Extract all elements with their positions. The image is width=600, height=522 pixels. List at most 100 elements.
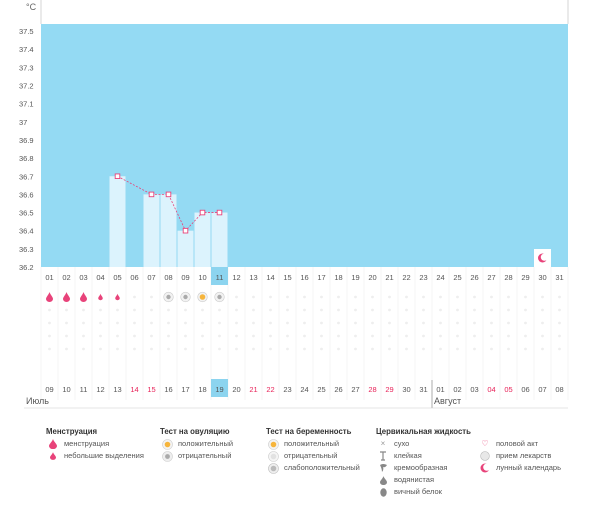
y-tick-label: 37.5 (19, 27, 34, 36)
empty-cell-dot (507, 334, 510, 338)
pill-icon (478, 451, 492, 461)
calendar-date-label: 18 (198, 385, 206, 394)
empty-cell-dot (218, 347, 221, 351)
calendar-date-label: 06 (521, 385, 529, 394)
cycle-day-label: 21 (385, 273, 393, 282)
legend-other: ♡ половой акт прием лекарств лунный кале… (478, 438, 561, 474)
empty-cell-dot (286, 308, 289, 312)
legend: Менструация менструация небольшие выделе… (0, 426, 600, 516)
empty-cell-dot (133, 347, 136, 351)
empty-cell-dot (167, 321, 170, 325)
empty-cell-dot (133, 295, 136, 299)
empty-cell-dot (439, 321, 442, 325)
legend-label: слабоположительный (284, 463, 360, 472)
legend-item-menstruation: менструация (46, 438, 144, 450)
calendar-date-label: 27 (351, 385, 359, 394)
cycle-day-label: 10 (198, 273, 206, 282)
empty-cell-dot (439, 295, 442, 299)
legend-title-menstruation: Менструация (46, 427, 98, 436)
unit-label: °C (26, 2, 37, 12)
empty-cell-dot (48, 308, 51, 312)
cycle-day-label: 07 (147, 273, 155, 282)
empty-cell-dot (303, 295, 306, 299)
empty-cell-dot (133, 308, 136, 312)
moon-icon (478, 463, 492, 473)
empty-cell-dot (473, 334, 476, 338)
y-tick-label: 37.2 (19, 82, 34, 91)
cycle-day-label: 31 (555, 273, 563, 282)
empty-cell-dot (490, 347, 493, 351)
temperature-bar (211, 212, 228, 267)
cycle-day-label: 12 (232, 273, 240, 282)
cross-icon: × (380, 439, 386, 448)
calendar-date-label: 07 (538, 385, 546, 394)
empty-cell-dot (150, 308, 153, 312)
empty-cell-dot (354, 308, 357, 312)
calendar-date-label: 23 (283, 385, 291, 394)
y-tick-label: 36.9 (19, 136, 34, 145)
empty-cell-dot (405, 334, 408, 338)
cycle-day-label: 09 (181, 273, 189, 282)
menstruation-drop-icon (46, 292, 53, 302)
empty-cell-dot (82, 308, 85, 312)
empty-cell-dot (371, 308, 374, 312)
empty-cell-dot (524, 347, 527, 351)
calendar-date-label: 19 (215, 385, 223, 394)
calendar-date-label: 05 (504, 385, 512, 394)
empty-cell-dot (473, 321, 476, 325)
y-tick-label: 36.3 (19, 245, 34, 254)
empty-cell-dot (320, 334, 323, 338)
empty-cell-dot (48, 334, 51, 338)
cycle-day-label: 08 (164, 273, 172, 282)
legend-item-intercourse: ♡ половой акт (478, 438, 561, 450)
legend-pregnancy: Тест на беременность положительный отриц… (266, 426, 360, 474)
empty-cell-dot (116, 334, 119, 338)
empty-cell-dot (422, 321, 425, 325)
legend-ovulation: Тест на овуляцию положительный отрицател… (160, 426, 233, 462)
empty-cell-dot (507, 295, 510, 299)
drop-icon (46, 439, 60, 449)
calendar-date-label: 20 (232, 385, 240, 394)
calendar-date-label: 04 (487, 385, 495, 394)
temperature-chart: °C 37.5 37.4 37.3 37.2 37.1 37 36.9 36.8 36.7 36.6… (19, 0, 569, 409)
cycle-day-label: 01 (45, 273, 53, 282)
empty-cell-dot (82, 321, 85, 325)
empty-cell-dot (490, 321, 493, 325)
empty-cell-dot (150, 347, 153, 351)
empty-cell-dot (65, 334, 68, 338)
empty-cell-dot (354, 347, 357, 351)
y-tick-label: 37.3 (19, 63, 34, 72)
legend-label: отрицательный (178, 451, 232, 460)
legend-label: лунный календарь (496, 463, 562, 472)
legend-item-medication: прием лекарств (478, 450, 561, 462)
pregnancy-negative-icon (266, 450, 280, 462)
ovulation-negative-dot (183, 294, 188, 300)
temperature-point (148, 191, 155, 198)
water-drop-icon (376, 475, 390, 485)
empty-cell-dot (252, 295, 255, 299)
cycle-day-label: 17 (317, 273, 325, 282)
empty-cell-dot (541, 308, 544, 312)
cycle-day-label: 14 (266, 273, 274, 282)
legend-label: небольшие выделения (64, 451, 144, 460)
empty-cell-dot (422, 334, 425, 338)
temperature-point (199, 209, 206, 216)
empty-cell-dot (371, 295, 374, 299)
cycle-day-label: 03 (79, 273, 87, 282)
temperature-line (117, 175, 220, 232)
empty-cell-dot (422, 308, 425, 312)
legend-label: половой акт (496, 439, 539, 448)
small-drop-icon (46, 452, 60, 460)
empty-cell-dot (82, 334, 85, 338)
temperature-point (182, 227, 189, 234)
legend-label: положительный (284, 439, 340, 448)
empty-cell-dot (235, 295, 238, 299)
plot-area (41, 24, 568, 267)
moon-icon-cutout (540, 253, 549, 261)
calendar-date-label: 10 (62, 385, 70, 394)
calendar-date-label: 08 (555, 385, 563, 394)
creamy-icon (376, 463, 390, 473)
calendar-date-label: 28 (368, 385, 376, 394)
empty-cell-dot (337, 347, 340, 351)
